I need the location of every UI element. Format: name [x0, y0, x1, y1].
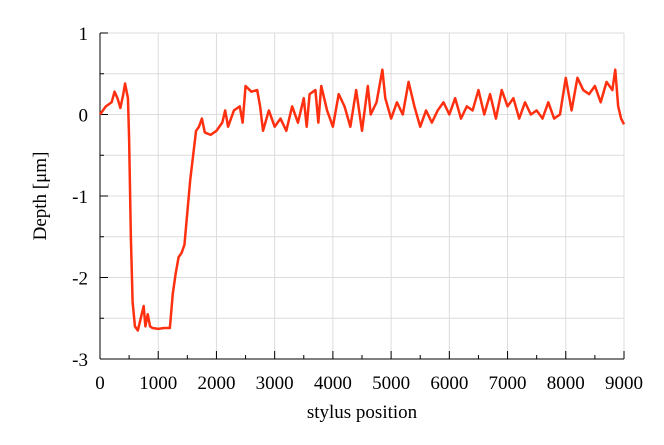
x-axis-label: stylus position [307, 402, 418, 423]
y-tick-label: -1 [72, 187, 88, 208]
x-tick-label: 1000 [139, 373, 177, 394]
x-tick-label: 9000 [605, 373, 643, 394]
x-tick-label: 7000 [489, 373, 527, 394]
y-axis-label: Depth [μm] [30, 152, 51, 241]
y-tick-label: -2 [72, 269, 88, 290]
x-tick-label: 3000 [256, 373, 294, 394]
x-tick-label: 2000 [197, 373, 235, 394]
y-tick-label: 0 [79, 106, 89, 127]
x-tick-label: 4000 [314, 373, 352, 394]
y-tick-label: -3 [72, 350, 88, 371]
y-tick-label: 1 [79, 24, 89, 45]
x-tick-label: 8000 [547, 373, 585, 394]
x-tick-label: 6000 [430, 373, 468, 394]
x-tick-label: 5000 [372, 373, 410, 394]
data-line [98, 68, 626, 332]
x-tick-label: 0 [95, 373, 105, 394]
